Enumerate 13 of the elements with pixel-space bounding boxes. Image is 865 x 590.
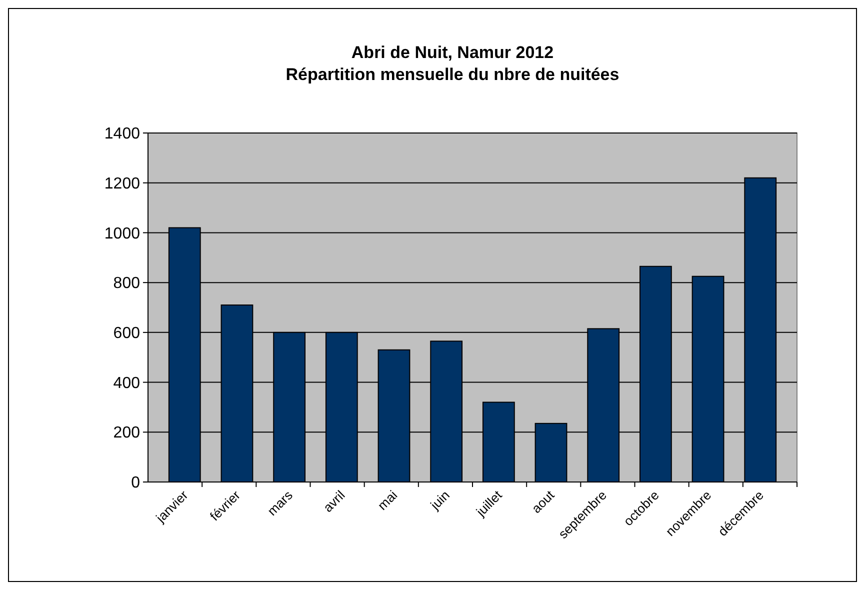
- x-tick-label: aout: [528, 487, 558, 516]
- x-tick-label: juin: [426, 488, 452, 514]
- y-tick-label: 800: [113, 275, 140, 292]
- chart-title: Abri de Nuit, Namur 2012 Répartition mensuelle du nbre de nuitées: [286, 43, 620, 84]
- y-tick-label: 400: [113, 374, 140, 392]
- y-tick-label: 1200: [104, 175, 140, 192]
- y-tick-label: 200: [113, 424, 140, 442]
- x-tick-label: avril: [320, 487, 348, 515]
- x-tick-label: mai: [374, 487, 400, 513]
- y-tick-label: 1000: [104, 225, 140, 242]
- y-tick-label: 1400: [104, 126, 140, 143]
- y-tick-label: 600: [113, 325, 140, 342]
- y-tick-label: 0: [131, 474, 140, 492]
